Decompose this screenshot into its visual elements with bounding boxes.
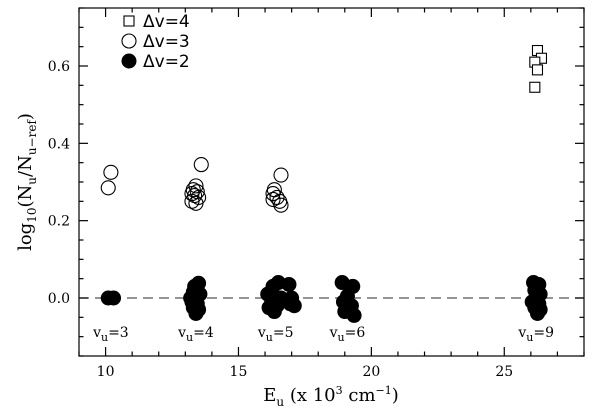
y-axis-label: log10(Nu/Nu−ref)	[15, 113, 39, 251]
level-annotation: vu=4	[177, 325, 214, 344]
y-tick-label: 0.4	[48, 136, 70, 152]
data-point-open-circle	[188, 178, 204, 194]
legend-symbol-open-circle	[121, 33, 137, 49]
data-marks	[100, 44, 548, 323]
data-point-filled-circle	[529, 305, 545, 321]
level-annotation: vu=3	[92, 325, 129, 344]
legend: Δv=4Δv=3Δv=2	[121, 12, 190, 72]
y-tick-label: 0.0	[48, 291, 70, 307]
x-tick-label: 10	[97, 364, 115, 380]
data-point-open-square	[529, 81, 541, 93]
x-axis-label: Eu (x 103 cm−1)	[263, 384, 399, 409]
data-point-open-circle	[273, 167, 289, 183]
data-point-filled-circle	[281, 276, 297, 292]
legend-label: Δv=4	[143, 12, 190, 32]
x-tick-label: 25	[495, 364, 513, 380]
level-annotation: vu=6	[329, 325, 366, 344]
level-annotations: vu=3 vu=4 vu=5 vu=6 vu=9	[92, 325, 554, 344]
data-point-open-circle	[273, 197, 289, 213]
data-point-filled-circle	[282, 296, 298, 312]
data-point-open-circle	[184, 193, 200, 209]
data-point-open-circle	[269, 189, 285, 206]
data-point-filled-circle	[346, 307, 362, 323]
data-point-filled-circle	[266, 304, 282, 320]
level-annotation: vu=5	[257, 325, 294, 344]
legend-label: Δv=3	[143, 32, 190, 52]
data-point-open-circle	[188, 195, 204, 211]
legend-symbol-filled-circle	[121, 53, 137, 69]
level-annotation: vu=9	[517, 325, 554, 344]
data-point-open-square	[531, 64, 544, 76]
axis-ticks: 10 15 20 25 0.0 0.2 0.4 0.6	[48, 7, 585, 380]
x-tick-label: 20	[362, 364, 380, 380]
y-tick-label: 0.6	[48, 59, 70, 75]
data-point-open-circle	[265, 191, 281, 207]
data-point-open-circle	[193, 157, 209, 173]
legend-label: Δv=2	[143, 52, 190, 72]
y-tick-label: 0.2	[48, 214, 70, 230]
x-tick-label: 15	[230, 364, 248, 380]
data-point-open-circle	[103, 164, 119, 180]
data-point-filled-circle	[188, 305, 204, 321]
data-point-open-circle	[100, 180, 116, 196]
legend-symbol-open-square	[123, 15, 135, 27]
data-point-filled-circle	[106, 290, 122, 306]
